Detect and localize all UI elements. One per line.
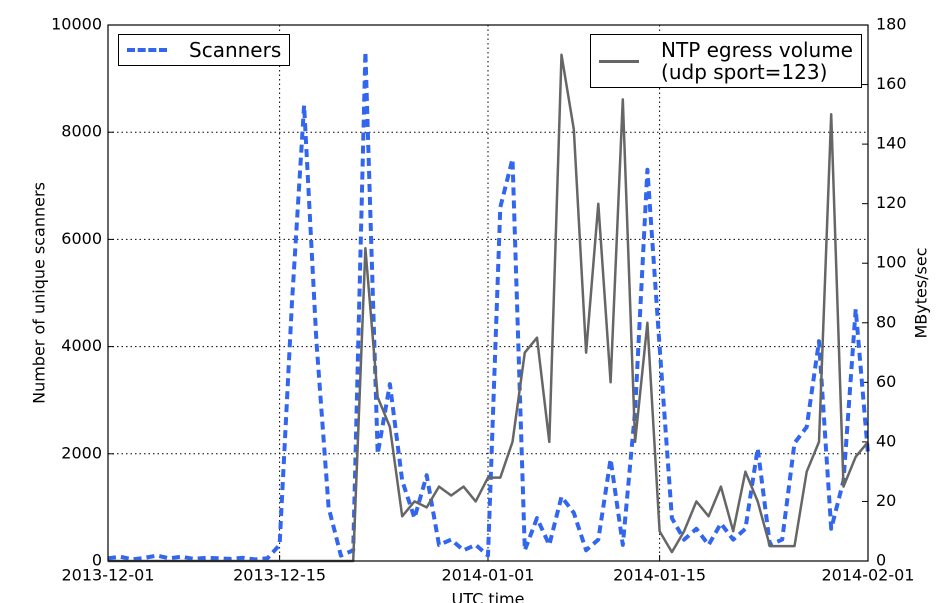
y2-tick-label: 100 (876, 253, 907, 272)
y-tick-label: 2000 (61, 443, 102, 462)
y2-tick-label: 160 (876, 74, 907, 93)
series-line (107, 49, 870, 562)
y2-axis-title: MBytes/sec (912, 247, 931, 338)
x-axis-title: UTC time (452, 590, 525, 603)
y2-tick-label: 140 (876, 134, 907, 153)
legend-key (599, 59, 640, 63)
y2-tick-label: 120 (876, 193, 907, 212)
plot-frame (107, 24, 869, 562)
legend-key (127, 48, 167, 52)
y-tick-label: 10000 (51, 15, 102, 34)
y-axis-title: Number of unique scanners (30, 182, 49, 404)
y2-tick-label: 0 (876, 551, 886, 570)
y-tick-label: 6000 (61, 229, 102, 248)
legend-label: Scanners (189, 38, 282, 62)
x-tick-label: 2013-12-01 (62, 566, 155, 585)
y2-tick-label: 60 (876, 372, 896, 391)
x-tick-label: 2013-12-15 (233, 566, 326, 585)
y-tick-label: 0 (92, 551, 102, 570)
legend: NTP egress volume (udp sport=123) (590, 34, 862, 88)
y2-tick-label: 40 (876, 431, 896, 450)
x-tick-label: 2014-01-15 (613, 566, 706, 585)
y2-tick-label: 180 (876, 15, 907, 34)
legend: Scanners (118, 34, 291, 66)
x-tick-label: 2014-02-01 (822, 566, 915, 585)
y2-tick-label: 20 (876, 491, 896, 510)
y2-tick-label: 80 (876, 312, 896, 331)
x-tick-label: 2014-01-01 (442, 566, 535, 585)
y-tick-label: 4000 (61, 336, 102, 355)
legend-label: NTP egress volume (udp sport=123) (661, 38, 853, 84)
y-tick-label: 8000 (61, 122, 102, 141)
